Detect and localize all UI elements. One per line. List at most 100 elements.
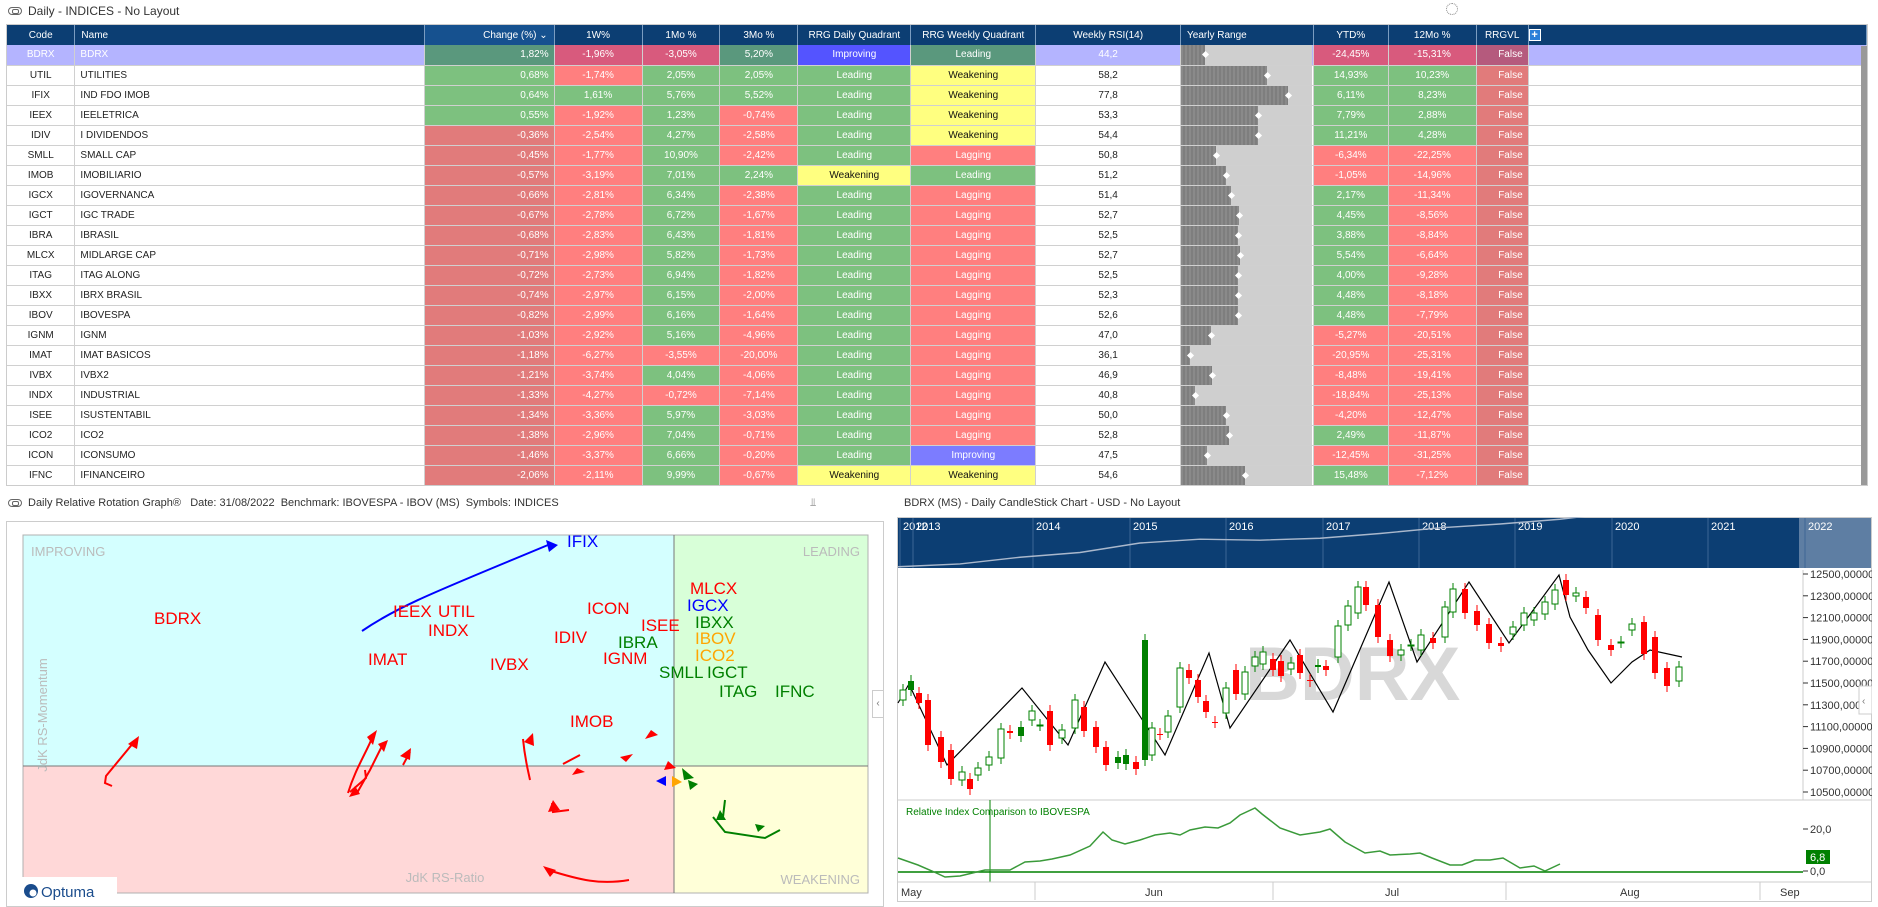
rrg-label-imat[interactable]: IMAT — [368, 650, 407, 669]
table-row[interactable]: IBXX IBRX BRASIL -0,74% -2,97% 6,15% -2,00% Le… — [7, 285, 1867, 306]
table-row[interactable]: IGCT IGC TRADE -0,67% -2,78% 6,72% -1,67% Lead… — [7, 205, 1867, 226]
rrg-label-igct[interactable]: IGCT — [707, 663, 748, 682]
cell-yr — [1180, 165, 1314, 186]
cell-m12: -8,84% — [1388, 225, 1477, 246]
column-header-rrgvl[interactable]: RRGVL — [1476, 25, 1529, 45]
cell-rsi: 77,8 — [1035, 85, 1182, 106]
table-row[interactable]: ISEE ISUSTENTABIL -1,34% -3,36% 5,97% -3,03% L… — [7, 405, 1867, 426]
column-header-rrg-weekly-quadrant[interactable]: RRG Weekly Quadrant — [910, 25, 1037, 45]
rrg-label-indx[interactable]: INDX — [428, 621, 469, 640]
quadrant-lagging — [23, 766, 674, 893]
add-column-plus-icon[interactable]: + — [1528, 29, 1541, 41]
cell-rrgvl: False — [1476, 345, 1529, 366]
cell-w1: -2,92% — [554, 325, 643, 346]
add-column[interactable]: + — [1528, 25, 1867, 45]
cell-m3: 2,24% — [719, 165, 799, 186]
rrg-label-ibxx[interactable]: IBXX — [695, 613, 734, 632]
rrg-label-itag[interactable]: ITAG — [719, 682, 757, 701]
rrg-label-ignm[interactable]: IGNM — [603, 649, 647, 668]
rrg-chart[interactable]: IMPROVING LEADING LAGGING WEAKENING JdK … — [6, 521, 886, 907]
cell-yr — [1180, 145, 1314, 166]
price-axis-tick: 11100,00000 — [1810, 722, 1872, 734]
rrg-label-ifix[interactable]: IFIX — [567, 532, 598, 551]
table-row[interactable]: ICON ICONSUMO -1,46% -3,37% 6,66% -0,20% Leadi… — [7, 445, 1867, 466]
column-header-rrg-daily-quadrant[interactable]: RRG Daily Quadrant — [797, 25, 912, 45]
rrg-label-ifnc[interactable]: IFNC — [775, 682, 815, 701]
table-row[interactable]: IEEX IEELETRICA 0,55% -1,92% 1,23% -0,74% Lead… — [7, 105, 1867, 126]
overview-year-label: 2012 — [903, 521, 927, 533]
table-row[interactable]: MLCX MIDLARGE CAP -0,71% -2,98% 5,82% -1,73% L… — [7, 245, 1867, 266]
cell-yr — [1180, 405, 1314, 426]
cell-yr — [1180, 385, 1314, 406]
cell-blank — [1528, 125, 1867, 146]
table-row[interactable]: INDX INDUSTRIAL -1,33% -4,27% -0,72% -7,14% Le… — [7, 385, 1867, 406]
vertical-scrollbar[interactable] — [1861, 46, 1867, 485]
cell-code: IMAT — [7, 345, 76, 366]
column-header-weekly-rsi-14-[interactable]: Weekly RSI(14) — [1035, 25, 1182, 45]
cell-yr — [1180, 285, 1314, 306]
overview-navigator[interactable] — [898, 518, 1871, 568]
column-header-yearly-range[interactable]: Yearly Range — [1180, 25, 1314, 45]
rrg-label-ivbx[interactable]: IVBX — [490, 655, 529, 674]
quadrant-improving — [23, 535, 674, 766]
table-row[interactable]: ITAG ITAG ALONG -0,72% -2,73% 6,94% -1,82% Lea… — [7, 265, 1867, 286]
refresh-icon[interactable] — [1446, 3, 1458, 15]
link-icon[interactable] — [8, 7, 22, 15]
rrg-label-ibra[interactable]: IBRA — [618, 633, 658, 652]
cell-rrgvl: False — [1476, 65, 1529, 86]
table-row[interactable]: UTIL UTILITIES 0,68% -1,74% 2,05% 2,05% Leadin… — [7, 65, 1867, 86]
column-header-code[interactable]: Code — [7, 25, 76, 45]
table-row[interactable]: IGCX IGOVERNANCA -0,66% -2,81% 6,34% -2,38% Le… — [7, 185, 1867, 206]
link-icon[interactable] — [8, 499, 22, 507]
table-row[interactable]: IFIX IND FDO IMOB 0,64% 1,61% 5,76% 5,52% Lead… — [7, 85, 1867, 106]
collapse-panel-button[interactable]: ‹ — [872, 690, 884, 718]
table-row[interactable]: IDIV I DIVIDENDOS -0,36% -2,54% 4,27% -2,58% L… — [7, 125, 1867, 146]
rrg-label-imob[interactable]: IMOB — [570, 712, 613, 731]
rrg-label-ico2[interactable]: ICO2 — [695, 646, 735, 665]
rrg-label-isee[interactable]: ISEE — [641, 616, 680, 635]
column-header-ytd-[interactable]: YTD% — [1313, 25, 1389, 45]
table-row[interactable]: ICO2 ICO2 -1,38% -2,96% 7,04% -0,71% Leading La… — [7, 425, 1867, 446]
cell-name: IND FDO IMOB — [74, 85, 425, 106]
table-row[interactable]: IVBX IVBX2 -1,21% -3,74% 4,04% -4,06% Leading L… — [7, 365, 1867, 386]
cell-blank — [1528, 265, 1867, 286]
column-header-name[interactable]: Name — [74, 25, 425, 45]
navigator-window[interactable] — [1799, 518, 1871, 568]
rrg-label-ieex[interactable]: IEEX — [393, 602, 432, 621]
rrg-label-icon[interactable]: ICON — [587, 599, 630, 618]
collapse-axis-button[interactable] — [1858, 685, 1872, 715]
pin-icon[interactable]: ⫫ — [810, 497, 817, 509]
rrg-label-mlcx[interactable]: MLCX — [690, 579, 737, 598]
cell-weekly: Lagging — [910, 305, 1037, 326]
cell-name: IMAT BASICOS — [74, 345, 425, 366]
cell-ytd: 2,17% — [1313, 185, 1389, 206]
cell-chg: -0,82% — [424, 305, 555, 326]
cell-yr — [1180, 465, 1314, 485]
column-header-12mo-[interactable]: 12Mo % — [1388, 25, 1477, 45]
rrg-label-idiv[interactable]: IDIV — [554, 628, 588, 647]
table-row[interactable]: IBRA IBRASIL -0,68% -2,83% 6,43% -1,81% Leadin… — [7, 225, 1867, 246]
rrg-label-util[interactable]: UTIL — [438, 602, 475, 621]
column-header-3mo-[interactable]: 3Mo % — [719, 25, 799, 45]
cell-w1: -2,96% — [554, 425, 643, 446]
table-row[interactable]: IMAT IMAT BASICOS -1,18% -6,27% -3,55% -20,00… — [7, 345, 1867, 366]
cell-rrgvl: False — [1476, 185, 1529, 206]
column-header-1mo-[interactable]: 1Mo % — [642, 25, 721, 45]
column-header-change-[interactable]: Change (%) ⌄ — [424, 25, 555, 45]
cell-blank — [1528, 185, 1867, 206]
rrg-label-igcx[interactable]: IGCX — [687, 596, 729, 615]
cell-name: I DIVIDENDOS — [74, 125, 425, 146]
rrg-label-bdrx[interactable]: BDRX — [154, 609, 201, 628]
table-row[interactable]: BDRX BDRX 1,82% -1,96% -3,05% 5,20% Improving L… — [7, 45, 1867, 66]
table-row[interactable]: IMOB IMOBILIARIO -0,57% -3,19% 7,01% 2,24% Wea… — [7, 165, 1867, 186]
table-row[interactable]: IBOV IBOVESPA -0,82% -2,99% 6,16% -1,64% Leadi… — [7, 305, 1867, 326]
column-header-1w-[interactable]: 1W% — [554, 25, 643, 45]
cell-rrgvl: False — [1476, 225, 1529, 246]
rrg-label-ibov[interactable]: IBOV — [695, 629, 736, 648]
table-row[interactable]: IFNC IFINANCEIRO -2,06% -2,11% 9,99% -0,67% We… — [7, 465, 1867, 485]
cell-m3: 2,05% — [719, 65, 799, 86]
rrg-label-smll[interactable]: SMLL — [659, 663, 703, 682]
table-row[interactable]: SMLL SMALL CAP -0,45% -1,77% 10,90% -2,42% Lea… — [7, 145, 1867, 166]
table-row[interactable]: IGNM IGNM -1,03% -2,92% 5,16% -4,96% Leading La… — [7, 325, 1867, 346]
